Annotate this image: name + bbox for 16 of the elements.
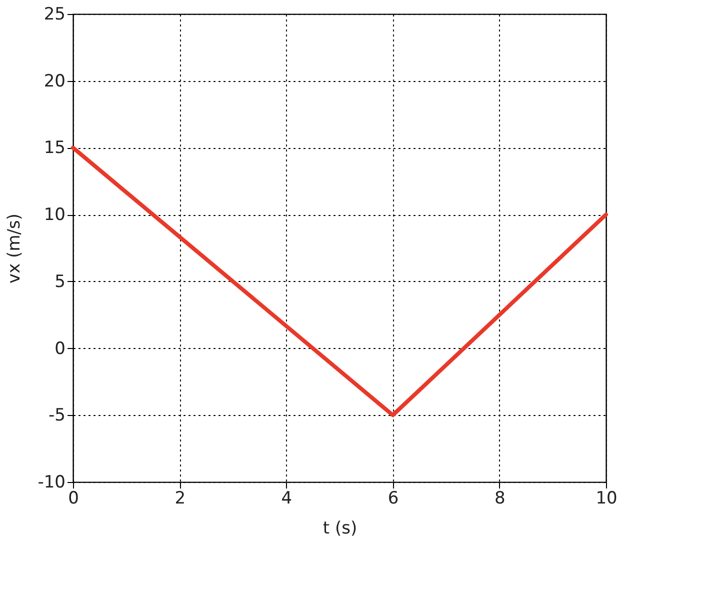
y-axis-title: vx (m/s) — [4, 214, 25, 284]
y-tick-label: 25 — [44, 4, 66, 24]
y-tick-label: -10 — [38, 472, 66, 492]
x-axis-title: t (s) — [322, 518, 358, 538]
y-tick-label: -5 — [48, 406, 66, 426]
y-tick-label: 15 — [44, 138, 66, 158]
x-tick-label: 2 — [174, 488, 186, 508]
y-tick-label: 0 — [54, 338, 66, 359]
x-tick-label: 0 — [68, 488, 79, 508]
y-tick-label: 20 — [44, 71, 66, 92]
x-tick-label: 10 — [596, 488, 618, 508]
y-tick-label: 10 — [44, 205, 66, 226]
y-tick-label: 5 — [54, 272, 66, 292]
x-tick-label: 8 — [494, 488, 506, 508]
x-tick-label: 4 — [281, 488, 292, 508]
x-tick-label: 6 — [388, 488, 399, 508]
